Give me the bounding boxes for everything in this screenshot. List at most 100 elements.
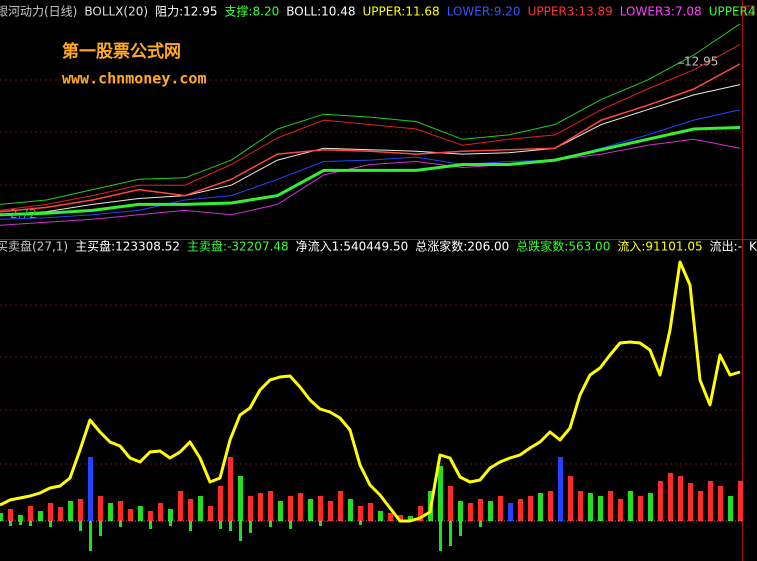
bar [338, 491, 343, 521]
neg-bar [119, 521, 122, 527]
bar [38, 511, 43, 521]
neg-bar [49, 521, 52, 527]
neg-bar [189, 521, 192, 531]
bar [308, 499, 313, 521]
neg-bar [289, 521, 292, 529]
neg-bar [169, 521, 172, 526]
neg-bar [99, 521, 102, 536]
neg-bar [19, 521, 22, 525]
bar [118, 501, 123, 521]
bar [288, 496, 293, 521]
bar [48, 503, 53, 521]
neg-bar [249, 521, 252, 533]
neg-bar [269, 521, 272, 527]
window-button[interactable] [744, 5, 755, 16]
bar [588, 493, 593, 521]
bar [28, 506, 33, 521]
bar [438, 466, 443, 521]
header-item: BOLL:10.48 [286, 5, 355, 19]
bar [88, 457, 93, 521]
neg-bar [79, 521, 82, 531]
bar [668, 473, 673, 521]
band-line [0, 23, 741, 205]
band-line [0, 109, 741, 220]
bar [358, 506, 363, 521]
neg-bar [9, 521, 12, 526]
bar [658, 481, 663, 521]
bar [258, 493, 263, 521]
bar [528, 496, 533, 521]
bar [608, 491, 613, 521]
neg-bar [359, 521, 362, 525]
watermark-url: www.chnmoney.com [62, 70, 207, 88]
header-item: 总涨家数:206.00 [415, 239, 509, 254]
bar [178, 491, 183, 521]
bar [688, 483, 693, 521]
bar [208, 506, 213, 521]
header-item: BOLLX(20) [84, 5, 148, 19]
neg-bar [459, 521, 462, 536]
bar [508, 503, 513, 521]
bar [628, 491, 633, 521]
header-item: 阻力:12.95 [155, 5, 217, 19]
header-item: 主卖盘:-32207.48 [187, 239, 289, 254]
bar [218, 486, 223, 521]
upper-grid [0, 79, 742, 186]
band-line [0, 84, 741, 216]
header-item: 买卖盘(27,1) [0, 239, 68, 254]
bar [228, 457, 233, 521]
bar [138, 506, 143, 521]
bar [8, 509, 13, 521]
bar [248, 496, 253, 521]
bar [408, 516, 413, 521]
bar [198, 496, 203, 521]
band-line [0, 126, 741, 217]
bar [108, 503, 113, 521]
bar [78, 499, 83, 521]
bar [328, 501, 333, 521]
neg-bar [479, 521, 482, 527]
bar [18, 515, 23, 521]
bar [128, 509, 133, 521]
bar [238, 476, 243, 521]
bar [318, 496, 323, 521]
bar [728, 496, 733, 521]
bar [718, 486, 723, 521]
bar [468, 503, 473, 521]
annotation-label: 2.72 [10, 207, 37, 221]
header-item: 总跌家数:563.00 [516, 239, 610, 254]
bar [188, 499, 193, 521]
watermark-title: 第一股票公式网 [62, 41, 181, 62]
bar [708, 481, 713, 521]
neg-bar [229, 521, 232, 531]
bar [168, 509, 173, 521]
neg-bar [219, 521, 222, 529]
bar [0, 513, 3, 521]
bar [738, 481, 743, 521]
bar [498, 496, 503, 521]
bar [68, 501, 73, 521]
bar [398, 515, 403, 521]
header-item: UPPER3:13.89 [528, 5, 613, 19]
neg-bar [239, 521, 242, 541]
bar [638, 496, 643, 521]
bar [578, 491, 583, 521]
neg-bar [319, 521, 322, 526]
header-item: UPPER:11.68 [362, 5, 439, 19]
header-item: UPPER4:15.0 [709, 5, 757, 19]
band-line [0, 44, 741, 211]
annotation-label: 12.95 [684, 55, 718, 69]
header-item: LOWER3:7.08 [620, 5, 702, 19]
bar [698, 491, 703, 521]
bar [618, 499, 623, 521]
header-item: 银河动力(日线) [0, 5, 77, 19]
header-item: 净流入1:540449.50 [296, 240, 409, 254]
bar [268, 491, 273, 521]
header-item: 主买盘:123308.52 [75, 239, 180, 254]
bar [158, 503, 163, 521]
bar [458, 501, 463, 521]
bar [518, 499, 523, 521]
